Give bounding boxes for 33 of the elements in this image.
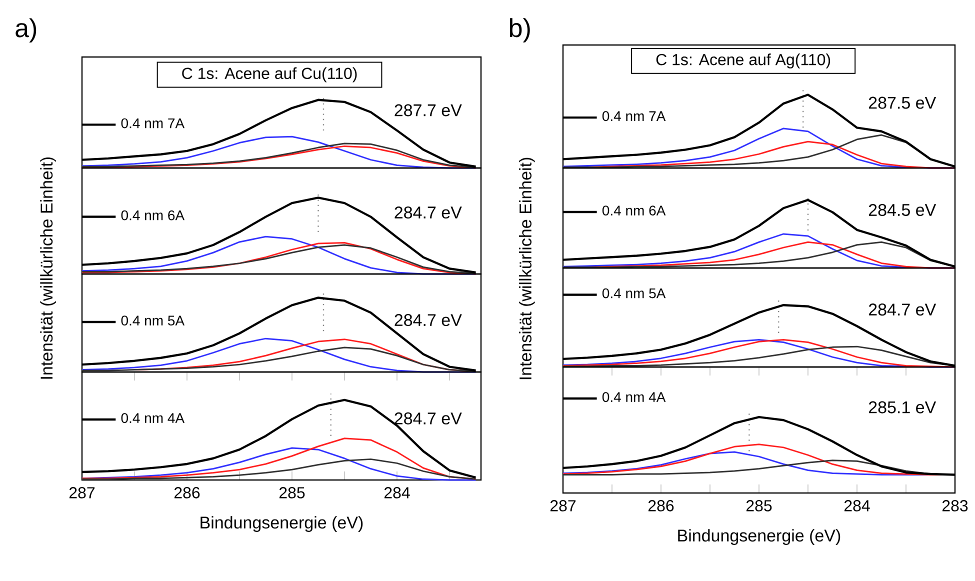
- legend-label: 0.4 nm 4A: [602, 392, 666, 402]
- text: 285.1 eV: [868, 401, 936, 414]
- x-axis-title: Bindungsenergie (eV): [678, 529, 840, 545]
- y-axis-title: Intensität (willkürliche Einheit): [40, 157, 56, 379]
- annotation: 284.7 eV: [394, 206, 462, 219]
- legend-label: 0.4 nm 5A: [121, 316, 185, 326]
- legend-label: 0.4 nm 5A: [602, 288, 666, 298]
- x-tick-label: 284: [844, 500, 870, 512]
- text: b): [510, 18, 530, 42]
- annotation: 287.5 eV: [868, 96, 936, 109]
- chart-title: C 1s: Acene auf Ag(110): [656, 54, 830, 68]
- x-tick-label: 283: [942, 500, 968, 512]
- x-tick-label: 286: [648, 500, 674, 512]
- annotation: 284.5 eV: [868, 204, 936, 216]
- chart-title: C 1s: Acene auf Cu(110): [182, 67, 357, 82]
- text: a): [16, 18, 36, 42]
- legend-label: 0.4 nm 7A: [602, 111, 666, 122]
- x-tick-label: 287: [69, 487, 95, 498]
- x-tick-label: 287: [550, 500, 576, 512]
- annotation: 287.7 eV: [394, 104, 462, 116]
- x-tick-label: 284: [384, 487, 410, 498]
- annotation: 284.7 eV: [394, 314, 462, 326]
- annotation: 284.7 eV: [394, 412, 462, 424]
- legend-label: 0.4 nm 6A: [602, 206, 666, 216]
- x-tick-label: 285: [746, 500, 772, 512]
- x-axis-title: Bindungsenergie (eV): [200, 516, 363, 532]
- annotation: 284.7 eV: [868, 304, 936, 316]
- legend-label: 0.4 nm 6A: [121, 210, 185, 220]
- x-tick-label: 285: [279, 487, 305, 498]
- x-tick-label: 286: [174, 487, 200, 498]
- y-axis-title: Intensität (willkürliche Einheit): [519, 158, 535, 380]
- legend-label: 0.4 nm 4A: [121, 413, 185, 424]
- legend-label: 0.4 nm 7A: [121, 118, 185, 128]
